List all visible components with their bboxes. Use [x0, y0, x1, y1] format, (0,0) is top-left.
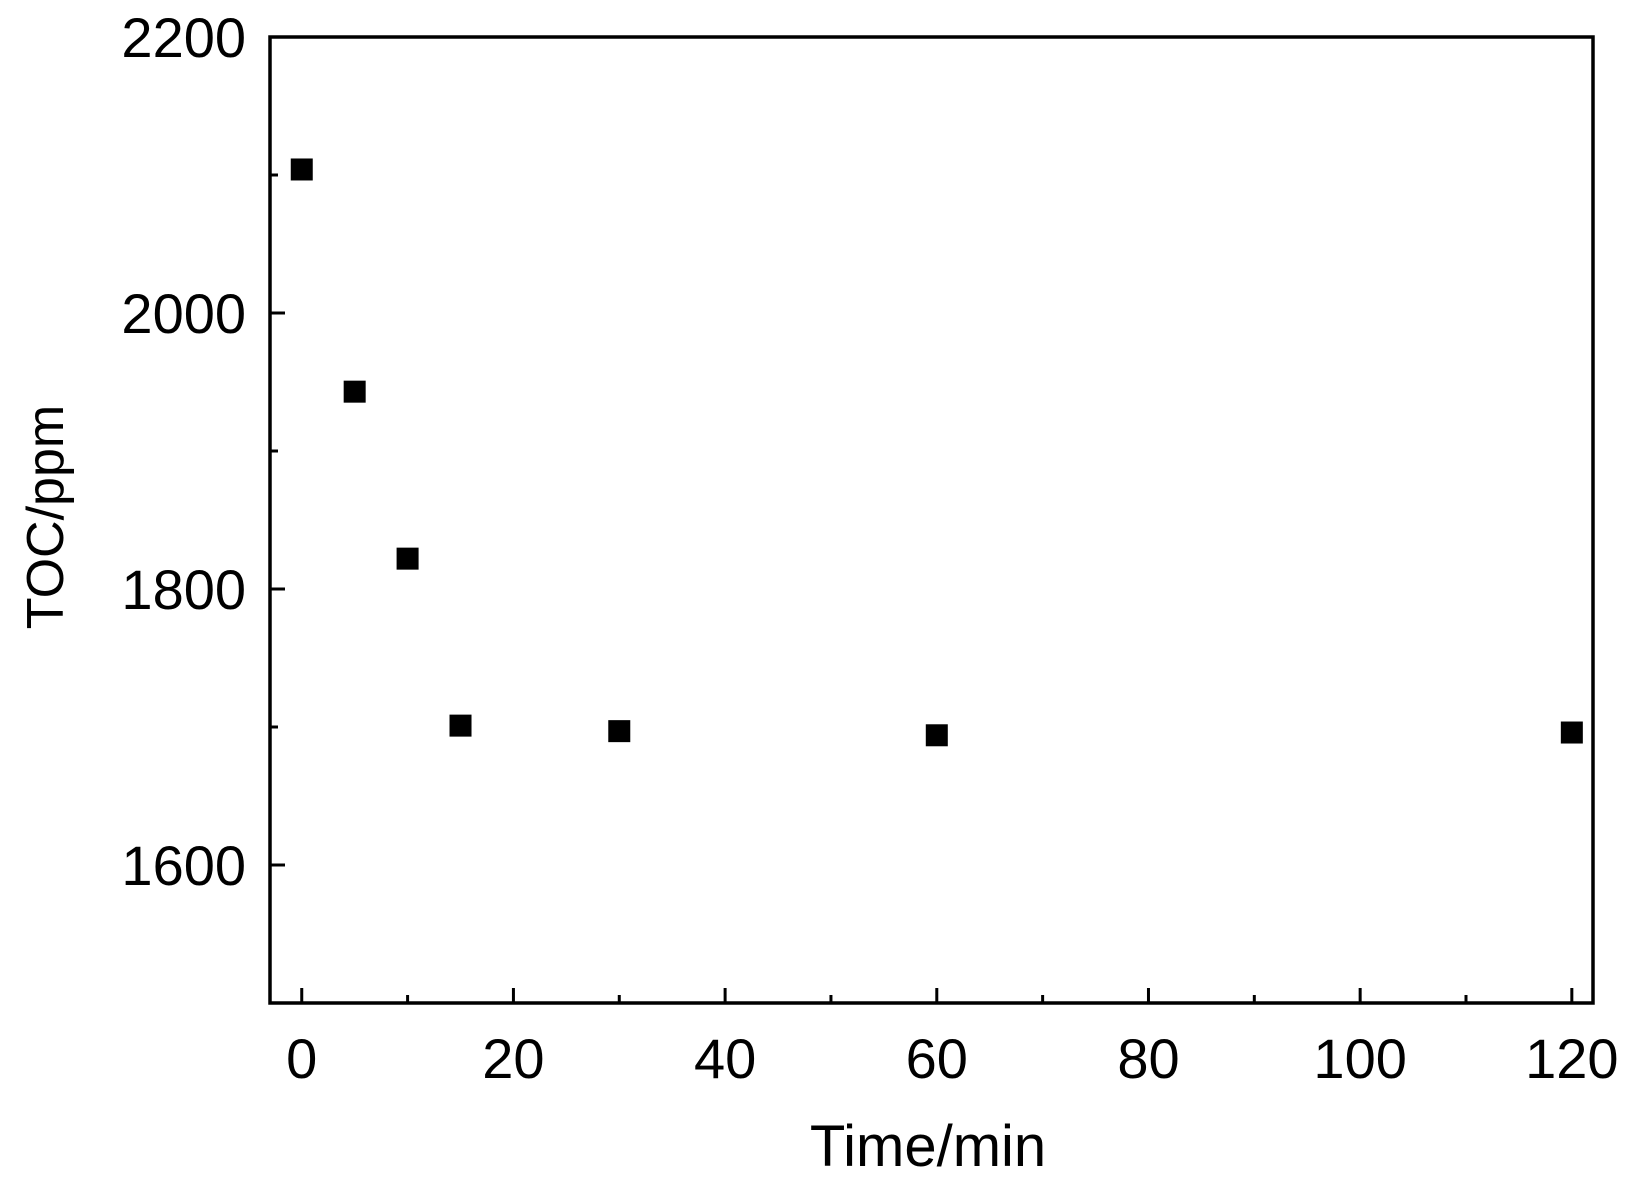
x-tick-label: 60: [906, 1027, 968, 1090]
y-axis-label: TOC/ppm: [17, 405, 75, 629]
plot-frame: [268, 35, 1595, 1005]
ticks-layer: [270, 35, 1574, 1003]
data-point: [925, 724, 948, 747]
data-point: [396, 547, 419, 570]
x-tick-label: 80: [1117, 1027, 1179, 1090]
data-points-layer: [290, 158, 1583, 747]
y-tick-label: 2000: [121, 282, 246, 345]
data-point: [343, 380, 366, 403]
data-point: [290, 158, 313, 181]
x-tick-label: 100: [1313, 1027, 1406, 1090]
y-tick-label: 2200: [121, 6, 246, 69]
y-tick-label: 1800: [121, 558, 246, 621]
x-tick-label: 40: [694, 1027, 756, 1090]
tick-labels-layer: 0 20 40 60 80 100 120 1600 1800 2000 2200: [121, 6, 1618, 1090]
x-tick-label: 120: [1525, 1027, 1618, 1090]
y-tick-label: 1600: [121, 834, 246, 897]
axes-layer: [268, 35, 1595, 1005]
data-point: [449, 714, 472, 737]
data-point: [608, 720, 631, 743]
x-tick-label: 0: [286, 1027, 317, 1090]
x-axis-label: Time/min: [810, 1114, 1046, 1179]
data-point: [1560, 721, 1583, 744]
x-tick-label: 20: [482, 1027, 544, 1090]
